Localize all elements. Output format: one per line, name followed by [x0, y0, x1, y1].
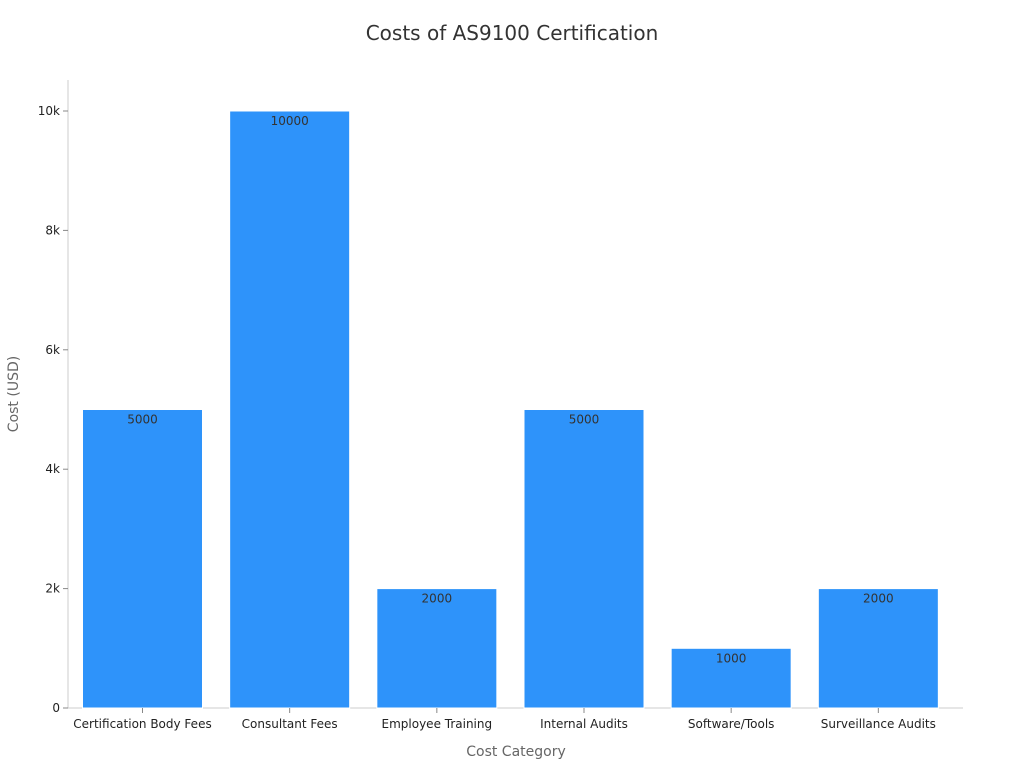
bar-value-label: 2000 [863, 592, 894, 606]
y-tick-label: 2k [45, 582, 60, 596]
x-ticks: Certification Body Fees Consultant Fees Em… [73, 708, 936, 731]
bar [817, 588, 939, 709]
bar-value-label: 1000 [716, 651, 747, 665]
bar [523, 409, 645, 709]
y-tick-label: 0 [52, 701, 60, 715]
x-tick-label: Certification Body Fees [73, 717, 211, 731]
x-tick-label: Consultant Fees [242, 717, 338, 731]
x-tick-label: Employee Training [382, 717, 493, 731]
y-tick-label: 10k [38, 104, 60, 118]
bar [670, 647, 792, 709]
bar-value-label: 10000 [271, 114, 309, 128]
y-tick-label: 6k [45, 343, 60, 357]
y-tick-label: 8k [45, 223, 60, 237]
x-tick-label: Surveillance Audits [821, 717, 936, 731]
bar-value-label: 5000 [127, 413, 158, 427]
x-tick-label: Internal Audits [540, 717, 628, 731]
x-tick-label: Software/Tools [688, 717, 775, 731]
x-axis-label: Cost Category [466, 744, 566, 760]
bar [82, 409, 203, 709]
value-labels: 5000 10000 2000 5000 1000 2000 [127, 114, 893, 665]
bars [82, 110, 939, 709]
y-axis-label: Cost (USD) [6, 356, 22, 432]
bar-value-label: 5000 [569, 413, 600, 427]
chart-title: Costs of AS9100 Certification [366, 21, 659, 45]
y-tick-label: 4k [45, 462, 60, 476]
bar-value-label: 2000 [422, 592, 453, 606]
bar [229, 110, 351, 709]
axes [67, 80, 963, 709]
y-ticks: 0 2k 4k 6k 8k 10k [38, 104, 68, 715]
bar [376, 588, 498, 709]
